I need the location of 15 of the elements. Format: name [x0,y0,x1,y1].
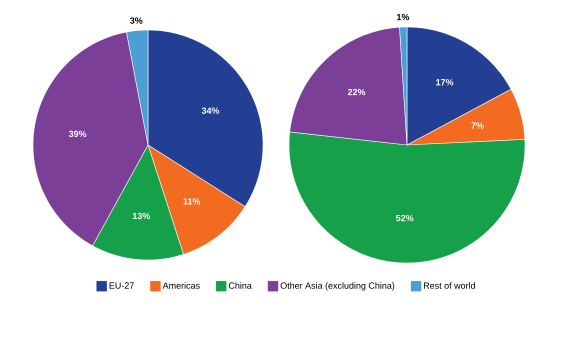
data-label: 1% [397,14,410,20]
data-label: 13% [132,212,150,220]
data-label: 3% [130,17,142,24]
data-label: 34% [202,107,220,114]
data-label: 17% [436,79,454,86]
data-label: 52% [396,214,414,222]
data-label: 22% [348,88,366,96]
data-label: 7% [471,122,484,129]
legend-label: EU-27 [110,282,134,289]
legend-label: Rest of world [424,282,475,289]
data-label: 39% [68,130,86,138]
legend-label: Americas [162,282,200,289]
legend-label: China [228,282,252,289]
legend-label: Other Asia (excluding China) [280,282,394,291]
data-label: 11% [184,198,200,204]
